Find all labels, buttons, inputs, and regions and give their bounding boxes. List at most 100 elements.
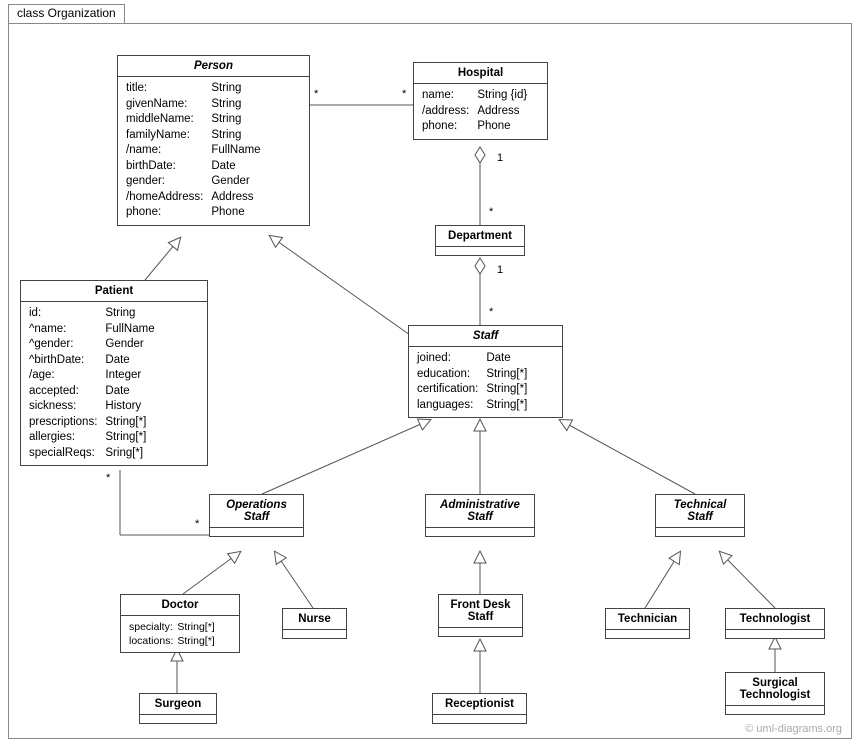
watermark: © uml-diagrams.org	[745, 723, 842, 735]
mult-dept-staff-1: 1	[497, 264, 503, 276]
attr-name: prescriptions:	[29, 415, 97, 431]
attr-type: Integer	[105, 368, 199, 384]
class-doctor-title: Doctor	[121, 595, 239, 616]
class-technologist: Technologist	[725, 608, 825, 639]
attr-name: gender:	[126, 174, 203, 190]
class-doctor: Doctor specialty: String[*] locations: Stri…	[120, 594, 240, 653]
class-technician-title: Technician	[606, 609, 689, 629]
class-staff-attrs: joined: Date education: String[*] certificat…	[409, 347, 562, 417]
attr-type: String	[211, 81, 301, 97]
attr-type: History	[105, 399, 199, 415]
mult-person-hospital-left: *	[314, 88, 318, 100]
attr-type: String[*]	[486, 382, 554, 398]
class-frontdesk: Front Desk Staff	[438, 594, 523, 637]
attr-type: String {id}	[477, 88, 539, 104]
attr-type: String[*]	[105, 430, 199, 446]
class-nurse: Nurse	[282, 608, 347, 639]
class-department-title: Department	[436, 226, 524, 246]
attr-name: sickness:	[29, 399, 97, 415]
attr-name: education:	[417, 367, 478, 383]
mult-dept-staff-star: *	[489, 306, 493, 318]
attr-name: givenName:	[126, 97, 203, 113]
attr-name: phone:	[422, 119, 469, 135]
attr-name: specialty:	[129, 620, 173, 634]
attr-type: FullName	[211, 143, 301, 159]
attr-type: Phone	[211, 205, 301, 221]
class-techstaff-title: Technical Staff	[656, 495, 744, 527]
class-surgtech-title: Surgical Technologist	[726, 673, 824, 705]
attr-name: phone:	[126, 205, 203, 221]
attr-name: specialReqs:	[29, 446, 97, 462]
attr-name: locations:	[129, 634, 173, 648]
class-person-attrs: title: String givenName: String middleName: S…	[118, 77, 309, 225]
attr-name: ^gender:	[29, 337, 97, 353]
diagram-canvas: class Organization	[0, 0, 860, 747]
attr-type: Date	[486, 351, 554, 367]
attr-name: ^name:	[29, 322, 97, 338]
attr-name: /name:	[126, 143, 203, 159]
attr-type: Gender	[211, 174, 301, 190]
class-surgeon: Surgeon	[139, 693, 217, 724]
attr-type: String[*]	[486, 367, 554, 383]
class-adminstaff: Administrative Staff	[425, 494, 535, 537]
attr-name: name:	[422, 88, 469, 104]
attr-name: /homeAddress:	[126, 190, 203, 206]
mult-hospital-dept-1: 1	[497, 152, 503, 164]
class-doctor-attrs: specialty: String[*] locations: String[*]	[121, 616, 239, 652]
class-technician: Technician	[605, 608, 690, 639]
attr-type: String	[211, 112, 301, 128]
class-receptionist-title: Receptionist	[433, 694, 526, 714]
attr-type: Sring[*]	[105, 446, 199, 462]
class-department: Department	[435, 225, 525, 256]
class-frontdesk-title: Front Desk Staff	[439, 595, 522, 627]
attr-type: String[*]	[105, 415, 199, 431]
attr-type: Date	[105, 353, 199, 369]
class-hospital-title: Hospital	[414, 63, 547, 84]
attr-type: String	[211, 97, 301, 113]
class-opstaff-title: Operations Staff	[210, 495, 303, 527]
attr-type: String[*]	[486, 398, 554, 414]
attr-type: Date	[105, 384, 199, 400]
attr-type: String[*]	[177, 634, 231, 648]
class-techstaff: Technical Staff	[655, 494, 745, 537]
mult-hospital-dept-star: *	[489, 206, 493, 218]
class-patient: Patient id: String ^name: FullName ^gender: G…	[20, 280, 208, 466]
attr-name: id:	[29, 306, 97, 322]
attr-type: FullName	[105, 322, 199, 338]
attr-type: Date	[211, 159, 301, 175]
attr-name: /age:	[29, 368, 97, 384]
attr-type: Address	[477, 104, 539, 120]
class-opstaff: Operations Staff	[209, 494, 304, 537]
class-technologist-title: Technologist	[726, 609, 824, 629]
attr-type: String	[105, 306, 199, 322]
class-person-title: Person	[118, 56, 309, 77]
attr-name: title:	[126, 81, 203, 97]
class-receptionist: Receptionist	[432, 693, 527, 724]
class-person: Person title: String givenName: String middl…	[117, 55, 310, 226]
class-patient-attrs: id: String ^name: FullName ^gender: Gender ^bi…	[21, 302, 207, 465]
attr-type: Address	[211, 190, 301, 206]
class-surgtech: Surgical Technologist	[725, 672, 825, 715]
attr-name: accepted:	[29, 384, 97, 400]
attr-type: Gender	[105, 337, 199, 353]
attr-name: languages:	[417, 398, 478, 414]
attr-name: joined:	[417, 351, 478, 367]
class-nurse-title: Nurse	[283, 609, 346, 629]
class-hospital-attrs: name: String {id} /address: Address phone: Ph…	[414, 84, 547, 139]
attr-type: Phone	[477, 119, 539, 135]
class-staff: Staff joined: Date education: String[*] cert…	[408, 325, 563, 418]
class-hospital: Hospital name: String {id} /address: Addres…	[413, 62, 548, 140]
attr-name: middleName:	[126, 112, 203, 128]
class-surgeon-title: Surgeon	[140, 694, 216, 714]
attr-name: /address:	[422, 104, 469, 120]
attr-name: certification:	[417, 382, 478, 398]
attr-name: ^birthDate:	[29, 353, 97, 369]
attr-type: String[*]	[177, 620, 231, 634]
mult-patient-ops-left: *	[106, 472, 110, 484]
class-patient-title: Patient	[21, 281, 207, 302]
attr-name: allergies:	[29, 430, 97, 446]
class-adminstaff-title: Administrative Staff	[426, 495, 534, 527]
attr-type: String	[211, 128, 301, 144]
mult-patient-ops-right: *	[195, 518, 199, 530]
class-staff-title: Staff	[409, 326, 562, 347]
